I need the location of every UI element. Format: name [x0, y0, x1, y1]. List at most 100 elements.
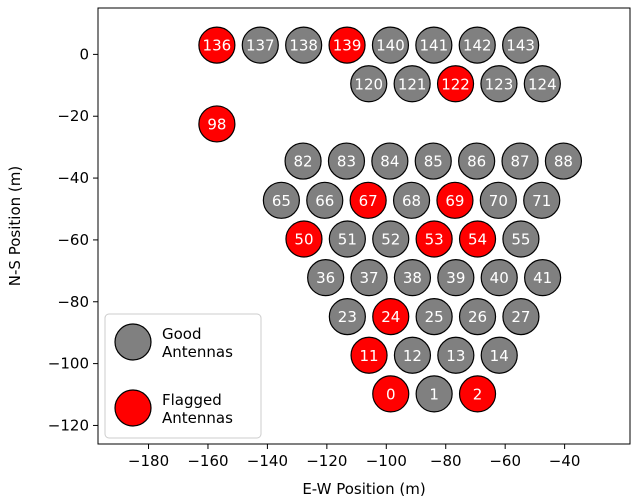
- x-tick-label: −180: [128, 452, 169, 470]
- antenna-circle: [393, 259, 432, 297]
- antenna-marker: 141: [415, 26, 453, 64]
- antenna-marker: 83: [327, 142, 366, 180]
- y-tick-label: 0: [79, 45, 89, 63]
- y-axis: 0 −20 −40 −60 −80 −100 −120: [48, 45, 98, 434]
- antenna-marker: 26: [458, 298, 497, 336]
- antenna-id-label: 85: [424, 153, 443, 171]
- antenna-id-label: 82: [294, 153, 313, 171]
- antenna-marker: 69: [436, 181, 474, 219]
- antenna-id-label: 67: [359, 192, 378, 210]
- antenna-marker: 14: [480, 336, 518, 374]
- antenna-marker: 136: [198, 26, 236, 64]
- antenna-id-label: 123: [485, 75, 514, 93]
- antenna-id-label: 140: [376, 37, 405, 55]
- antenna-circle: [523, 65, 561, 103]
- antenna-id-label: 98: [207, 115, 226, 133]
- x-axis: −180 −160 −140 −120 −100 −80 −60 −40: [128, 444, 581, 470]
- antenna-circle: [415, 26, 453, 64]
- antenna-circle: [371, 26, 410, 64]
- y-tick-label: −40: [57, 169, 89, 187]
- antenna-id-label: 26: [468, 308, 487, 326]
- antenna-circle: [284, 142, 322, 180]
- plot-frame: [97, 7, 631, 445]
- antenna-id-label: 12: [403, 347, 422, 365]
- antenna-circle: [350, 336, 388, 374]
- legend-marker-good: [114, 323, 152, 361]
- antenna-marker: 55: [502, 220, 540, 258]
- antenna-marker: 24: [372, 298, 410, 336]
- antenna-circle: [198, 26, 236, 64]
- legend-label-flagged: Flagged: [162, 391, 222, 409]
- antenna-id-label: 138: [289, 37, 318, 55]
- antenna-marker: 86: [458, 142, 496, 180]
- x-tick-label: −40: [549, 452, 581, 470]
- antenna-circle: [480, 336, 518, 374]
- antenna-id-label: 71: [532, 192, 551, 210]
- antenna-circle: [436, 181, 474, 219]
- antenna-id-label: 65: [272, 192, 291, 210]
- antenna-id-label: 0: [386, 385, 396, 403]
- antenna-circle: [502, 298, 540, 336]
- antenna-id-label: 88: [554, 153, 573, 171]
- antenna-marker: 124: [523, 65, 561, 103]
- antenna-circle: [262, 181, 300, 219]
- antenna-circle: [392, 181, 431, 219]
- antenna-circle: [349, 181, 387, 219]
- antenna-id-label: 51: [338, 230, 357, 248]
- antenna-marker: 12: [393, 336, 432, 374]
- antenna-id-label: 70: [489, 192, 508, 210]
- antenna-id-label: 36: [316, 269, 335, 287]
- antenna-marker: 39: [437, 259, 475, 297]
- antenna-marker: 121: [393, 65, 431, 103]
- antenna-id-label: 53: [425, 230, 444, 248]
- antenna-circle: [415, 220, 453, 258]
- antenna-marker: 25: [415, 298, 453, 336]
- antenna-marker: 143: [502, 26, 540, 64]
- antenna-marker: 13: [437, 336, 475, 374]
- antenna-marker: 82: [284, 142, 322, 180]
- antenna-circle: [437, 336, 475, 374]
- antenna-marker: 137: [241, 26, 279, 64]
- antenna-circle: [501, 142, 539, 180]
- antenna-circle: [415, 298, 453, 336]
- x-axis-label: E-W Position (m): [302, 480, 425, 498]
- antenna-circle: [414, 142, 452, 180]
- antenna-marker: 84: [371, 142, 409, 180]
- x-tick-label: −60: [489, 452, 521, 470]
- antenna-id-label: 139: [333, 37, 362, 55]
- antenna-id-label: 55: [511, 230, 530, 248]
- y-tick-label: −80: [57, 293, 89, 311]
- antenna-id-label: 39: [446, 269, 465, 287]
- antenna-id-label: 13: [446, 347, 465, 365]
- y-axis-label: N-S Position (m): [6, 166, 24, 286]
- x-tick-label: −160: [187, 452, 228, 470]
- antenna-id-label: 84: [380, 153, 399, 171]
- antenna-marker: 0: [372, 375, 410, 413]
- antenna-id-label: 124: [528, 75, 557, 93]
- x-tick-label: −100: [366, 452, 407, 470]
- antenna-marker: 85: [414, 142, 452, 180]
- antenna-circle: [328, 220, 366, 258]
- antenna-circle: [350, 65, 388, 103]
- antenna-id-label: 1: [429, 385, 439, 403]
- antenna-circle: [306, 181, 344, 219]
- antenna-id-label: 83: [337, 153, 356, 171]
- antenna-circle: [458, 298, 497, 336]
- antenna-id-label: 87: [510, 153, 529, 171]
- antenna-circle: [327, 142, 366, 180]
- antenna-circle: [350, 259, 388, 297]
- antenna-marker: 1: [415, 375, 453, 413]
- legend-label-flagged-line2: Antennas: [162, 409, 233, 427]
- antenna-marker: 27: [502, 298, 540, 336]
- antenna-id-label: 137: [246, 37, 275, 55]
- antenna-marker: 142: [458, 26, 496, 64]
- antenna-marker: 139: [328, 26, 366, 64]
- antenna-marker: 120: [350, 65, 388, 103]
- antenna-id-label: 68: [402, 192, 421, 210]
- antenna-id-label: 66: [315, 192, 334, 210]
- antenna-id-label: 120: [354, 75, 383, 93]
- antenna-circle: [285, 26, 323, 64]
- antenna-id-label: 136: [203, 37, 232, 55]
- antenna-marker: 123: [480, 65, 518, 103]
